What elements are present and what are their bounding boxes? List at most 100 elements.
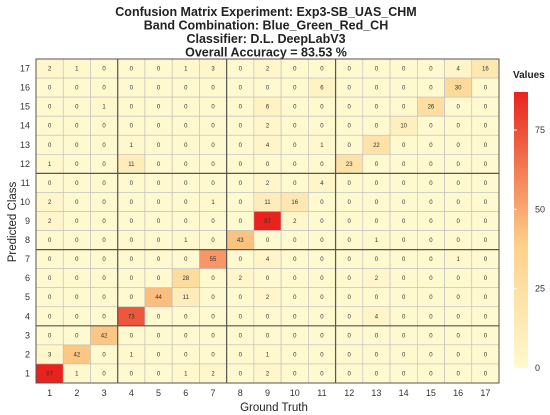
cell-value-label: 0 xyxy=(157,105,161,111)
cell-value-label: 0 xyxy=(75,238,79,244)
cell-value-label: 0 xyxy=(484,314,488,320)
cell-value-label: 0 xyxy=(484,295,488,301)
cell-value-label: 0 xyxy=(184,257,188,263)
cell-value-label: 0 xyxy=(130,219,134,225)
cell-value-label: 2 xyxy=(239,276,243,282)
cell-value-label: 1 xyxy=(130,352,134,358)
cell-value-label: 0 xyxy=(293,276,297,282)
cell-value-label: 0 xyxy=(293,181,297,187)
y-tick-label: 10 xyxy=(20,197,30,207)
cell-value-label: 0 xyxy=(239,219,243,225)
cell-value-label: 0 xyxy=(456,295,460,301)
cell-value-label: 0 xyxy=(484,371,488,377)
cell-value-label: 0 xyxy=(348,333,352,339)
cell-value-label: 0 xyxy=(239,105,243,111)
cell-value-label: 0 xyxy=(102,124,106,130)
cell-value-label: 6 xyxy=(266,105,270,111)
cell-value-label: 0 xyxy=(456,371,460,377)
cell-value-label: 0 xyxy=(429,276,433,282)
cell-value-label: 0 xyxy=(402,295,406,301)
cell-value-label: 0 xyxy=(157,276,161,282)
cell-value-label: 0 xyxy=(402,333,406,339)
cell-value-label: 0 xyxy=(456,219,460,225)
y-tick-label: 9 xyxy=(25,216,30,226)
y-tick-label: 7 xyxy=(25,254,30,264)
x-tick-label: 7 xyxy=(211,388,216,398)
cell-value-label: 0 xyxy=(130,86,134,92)
cell-value-label: 0 xyxy=(102,162,106,168)
cell-value-label: 0 xyxy=(429,124,433,130)
cell-value-label: 0 xyxy=(402,352,406,358)
legend-title: Values xyxy=(513,70,545,81)
cell-value-label: 0 xyxy=(293,238,297,244)
cell-value-label: 0 xyxy=(484,333,488,339)
cell-value-label: 0 xyxy=(157,219,161,225)
cell-value-label: 0 xyxy=(320,238,324,244)
cell-value-label: 1 xyxy=(375,238,379,244)
cell-value-label: 0 xyxy=(293,162,297,168)
cell-value-label: 0 xyxy=(456,181,460,187)
legend-tick-label: 75 xyxy=(535,125,545,135)
cell-value-label: 4 xyxy=(456,67,460,73)
y-tick-label: 12 xyxy=(20,159,30,169)
y-tick-label: 6 xyxy=(25,273,30,283)
cell-value-label: 0 xyxy=(484,124,488,130)
cell-value-label: 1 xyxy=(266,352,270,358)
cell-value-label: 0 xyxy=(48,124,52,130)
cell-value-label: 0 xyxy=(429,238,433,244)
cell-value-label: 0 xyxy=(484,200,488,206)
cell-value-label: 0 xyxy=(102,86,106,92)
cell-value-label: 0 xyxy=(239,333,243,339)
y-tick-label: 3 xyxy=(25,330,30,340)
x-tick-label: 16 xyxy=(453,388,463,398)
cell-value-label: 0 xyxy=(75,86,79,92)
cell-value-label: 0 xyxy=(348,124,352,130)
cell-value-label: 0 xyxy=(75,276,79,282)
cell-value-label: 2 xyxy=(293,219,297,225)
cell-value-label: 0 xyxy=(375,257,379,263)
cell-value-label: 42 xyxy=(101,333,108,339)
cell-value-label: 0 xyxy=(266,314,270,320)
cell-value-label: 0 xyxy=(157,257,161,263)
x-tick-label: 2 xyxy=(74,388,79,398)
y-tick-label: 13 xyxy=(20,140,30,150)
cell-value-label: 0 xyxy=(184,105,188,111)
cell-value-label: 0 xyxy=(348,143,352,149)
cell-value-label: 0 xyxy=(75,257,79,263)
cell-value-label: 0 xyxy=(320,257,324,263)
cell-value-label: 4 xyxy=(266,257,270,263)
cell-value-label: 0 xyxy=(429,86,433,92)
cell-value-label: 0 xyxy=(402,314,406,320)
cell-value-label: 0 xyxy=(184,181,188,187)
title-line-1: Confusion Matrix Experiment: Exp3-SB_UAS… xyxy=(115,5,416,19)
x-tick-label: 14 xyxy=(399,388,409,398)
cell-value-label: 2 xyxy=(266,371,270,377)
cell-value-label: 0 xyxy=(239,295,243,301)
cell-value-label: 0 xyxy=(75,314,79,320)
cell-value-label: 0 xyxy=(239,181,243,187)
cell-value-label: 0 xyxy=(48,333,52,339)
cell-value-label: 0 xyxy=(184,124,188,130)
cell-value-label: 0 xyxy=(211,276,215,282)
y-tick-label: 2 xyxy=(25,349,30,359)
cell-value-label: 0 xyxy=(102,67,106,73)
cell-value-label: 16 xyxy=(291,200,298,206)
cell-value-label: 0 xyxy=(266,238,270,244)
cell-value-label: 11 xyxy=(183,295,190,301)
x-tick-label: 3 xyxy=(102,388,107,398)
cell-value-label: 0 xyxy=(293,314,297,320)
cell-value-label: 0 xyxy=(375,67,379,73)
x-tick-label: 10 xyxy=(290,388,300,398)
cell-value-label: 0 xyxy=(348,200,352,206)
cell-value-label: 0 xyxy=(75,200,79,206)
cell-value-label: 0 xyxy=(320,124,324,130)
cell-value-label: 0 xyxy=(184,314,188,320)
cell-value-label: 30 xyxy=(455,86,462,92)
cell-value-label: 0 xyxy=(484,352,488,358)
cell-value-label: 0 xyxy=(130,257,134,263)
cell-value-label: 0 xyxy=(320,219,324,225)
cell-value-label: 0 xyxy=(293,86,297,92)
cell-value-label: 2 xyxy=(375,276,379,282)
cell-value-label: 0 xyxy=(320,333,324,339)
cell-value-label: 0 xyxy=(402,181,406,187)
